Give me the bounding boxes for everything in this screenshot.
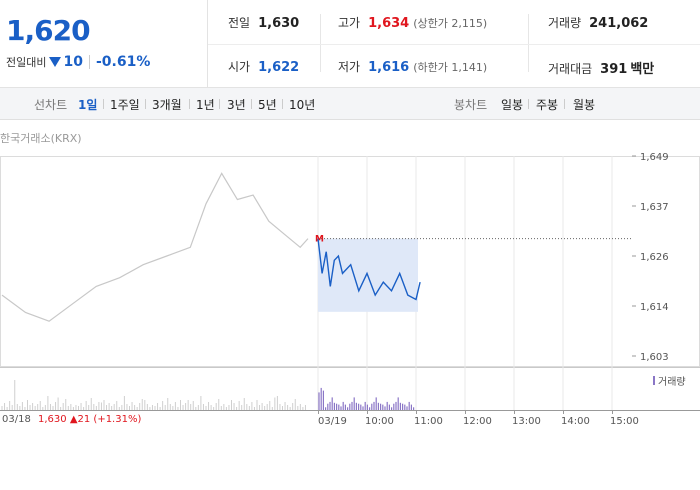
tab-divider: [103, 99, 104, 109]
y-tick-label: 1,603: [640, 352, 669, 363]
tab-divider: [251, 99, 252, 109]
x-tick-label: 11:00: [414, 416, 443, 427]
tab-divider: [528, 99, 529, 109]
tab-1-week[interactable]: 1주일: [110, 98, 140, 112]
volume-legend: 거래량: [653, 373, 686, 388]
tab-3-year[interactable]: 3년: [227, 98, 246, 112]
open-marker: M: [315, 235, 324, 245]
x-axis-ticks: 03/19 10:00 11:00 12:00 13:00 14:00 15:00: [318, 410, 639, 427]
tab-weekly-candle[interactable]: 주봉: [536, 98, 559, 112]
x-tick-label: 15:00: [610, 416, 639, 427]
previous-day-change: 1,630 ▲21 (+1.31%): [38, 414, 142, 425]
change-divider: [88, 55, 90, 69]
x-tick-label: 13:00: [512, 416, 541, 427]
y-tick-label: 1,637: [640, 202, 669, 213]
stat-value: 1,630: [258, 16, 300, 31]
tab-divider: [282, 99, 283, 109]
stat-label: 시가: [228, 60, 251, 74]
x-tick-label: 10:00: [365, 416, 394, 427]
stat-label: 거래량: [548, 16, 582, 30]
tab-divider: [219, 99, 220, 109]
x-tick-label: 12:00: [463, 416, 492, 427]
tab-divider: [189, 99, 190, 109]
volume-swatch: [653, 376, 655, 385]
quote-summary: 1,620 전일대비 10 -0.61% 전일 1,630 시가 1,622 고…: [0, 0, 700, 88]
y-tick-label: 1,649: [640, 152, 669, 163]
candle-chart-label: 봉차트: [454, 98, 488, 112]
chart-grid: [0, 156, 700, 411]
tab-5-year[interactable]: 5년: [258, 98, 277, 112]
data-source-label: 한국거래소(KRX): [0, 132, 82, 145]
change-percent: -0.61%: [95, 54, 151, 70]
stat-label: 고가: [338, 16, 361, 30]
stats-divider: [320, 14, 321, 72]
previous-day-line: [1, 172, 309, 322]
stat-label: 전일: [228, 16, 251, 30]
tab-1-day[interactable]: 1일: [78, 98, 98, 112]
stat-value: 1,622: [258, 60, 300, 75]
stats-row-divider: [208, 44, 700, 45]
stat-sub: (하한가 1,141): [413, 61, 488, 74]
x-tick-label: 14:00: [561, 416, 590, 427]
stat-low: 저가 1,616 (하한가 1,141): [338, 58, 487, 78]
stat-label: 저가: [338, 60, 361, 74]
chart-lines: M: [1, 172, 632, 322]
stats-panel: 전일 1,630 시가 1,622 고가 1,634 (상한가 2,115) 저…: [208, 0, 700, 88]
y-tick-label: 1,614: [640, 302, 669, 313]
tab-divider: [145, 99, 146, 109]
line-chart-label: 선차트: [34, 98, 68, 112]
tab-3-month[interactable]: 3개월: [152, 98, 182, 112]
y-axis-ticks: 1,649 1,637 1,626 1,614 1,603: [632, 152, 669, 363]
previous-day-label: 03/18 1,630 ▲21 (+1.31%): [2, 414, 141, 425]
stat-sub: (상한가 2,115): [413, 17, 488, 30]
price-box: 1,620 전일대비 10 -0.61%: [0, 0, 208, 88]
down-triangle-icon: [49, 57, 62, 67]
tab-monthly-candle[interactable]: 월봉: [573, 98, 596, 112]
volume-bars: [1, 380, 415, 410]
stat-unit: 백만: [630, 62, 655, 77]
tab-1-year[interactable]: 1년: [196, 98, 215, 112]
stat-label: 거래대금: [548, 62, 593, 76]
current-price: 1,620: [6, 14, 91, 47]
change-label: 전일대비: [6, 56, 47, 69]
stat-value: 1,616: [368, 60, 410, 75]
stat-value: 391: [600, 62, 628, 77]
x-tick-label: 03/19: [318, 416, 347, 427]
stat-amount: 거래대금 391 백만: [548, 58, 654, 78]
tab-divider: [564, 99, 565, 109]
chart-period-tabs: 선차트 1일 1주일 3개월 1년 3년 5년 10년 봉차트 일봉 주봉 월봉: [0, 88, 700, 120]
y-tick-label: 1,626: [640, 252, 669, 263]
stat-high: 고가 1,634 (상한가 2,115): [338, 14, 487, 34]
tab-10-year[interactable]: 10년: [289, 98, 316, 112]
change-row: 전일대비 10 -0.61%: [6, 54, 150, 70]
tab-daily-candle[interactable]: 일봉: [501, 98, 524, 112]
volume-legend-label: 거래량: [658, 377, 686, 388]
stat-volume: 거래량 241,062: [548, 14, 648, 34]
stat-value: 241,062: [589, 16, 649, 31]
price-chart: M 1,649 1,637 1,626 1,614 1,603 03/19 10:00 11…: [0, 152, 700, 427]
today-line: [317, 238, 421, 301]
stats-divider: [528, 14, 529, 72]
change-value: 10: [63, 54, 83, 70]
previous-day-date: 03/18: [2, 414, 31, 425]
stat-value: 1,634: [368, 16, 410, 31]
stat-open: 시가 1,622: [228, 58, 299, 78]
stat-prev-close: 전일 1,630: [228, 14, 299, 34]
